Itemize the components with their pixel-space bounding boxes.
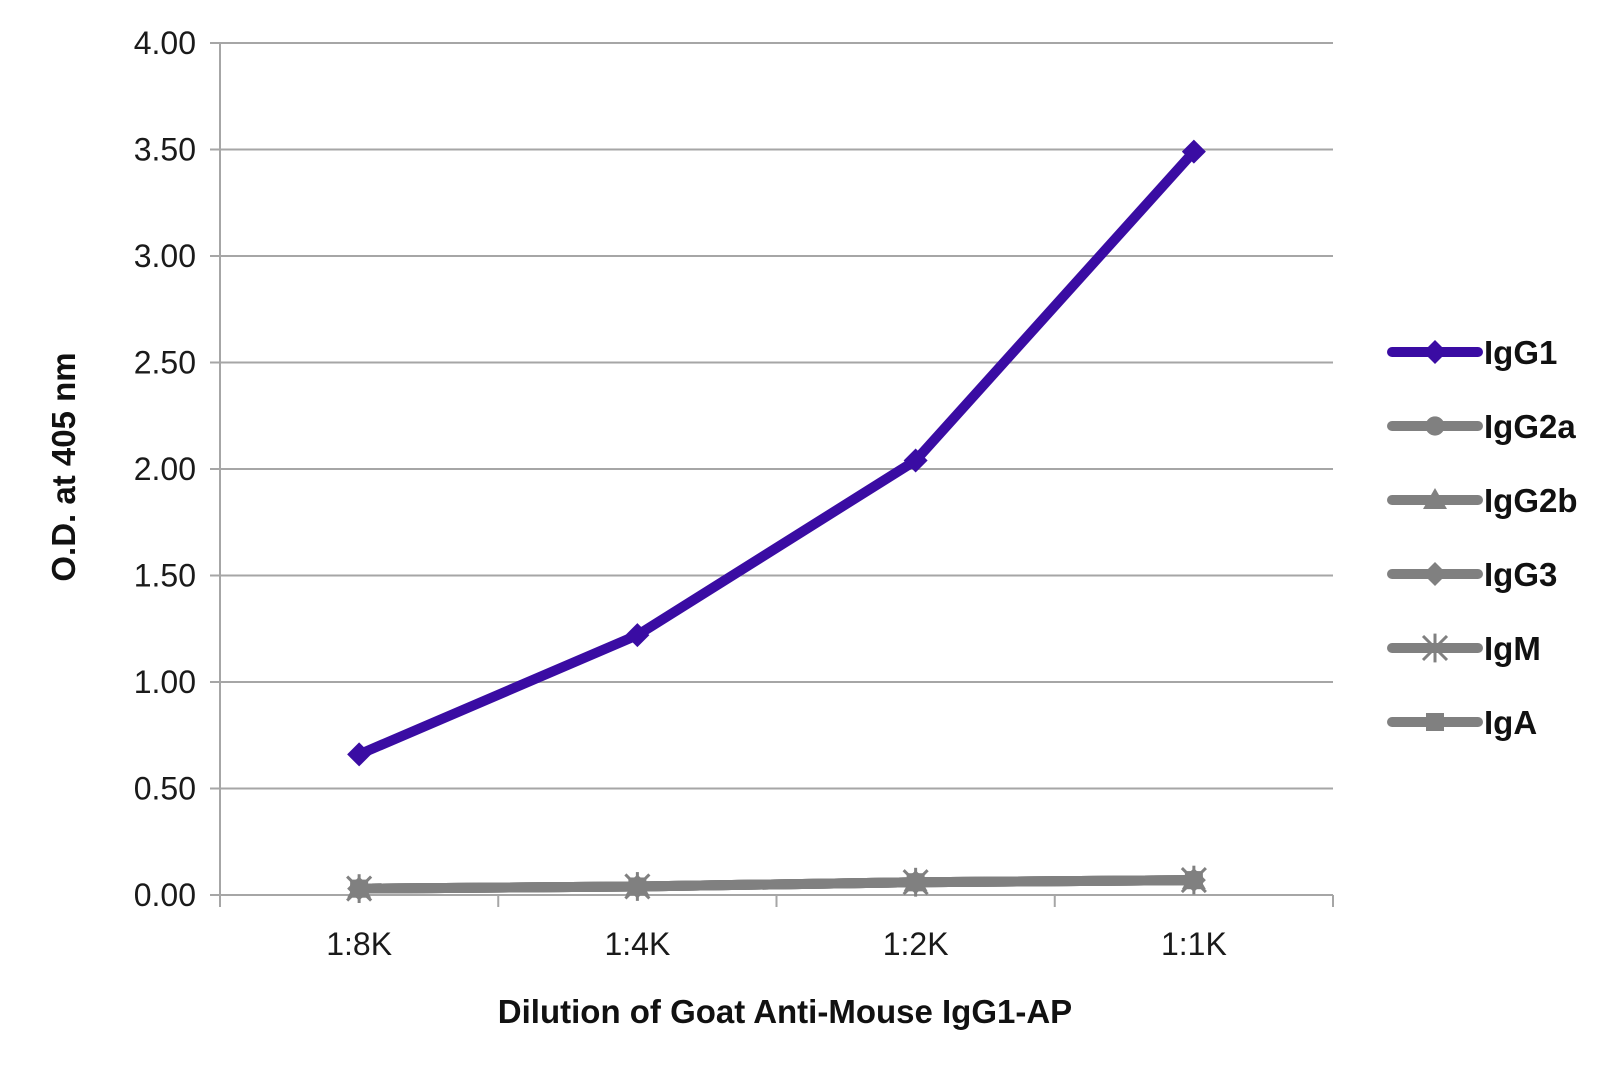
legend-label: IgG1	[1484, 334, 1557, 371]
legend-item-igg2a: IgG2a	[1387, 408, 1576, 445]
x-tick-label: 1:2K	[883, 926, 949, 962]
x-tick-label: 1:8K	[326, 926, 392, 962]
legend-item-igg2b: IgG2b	[1387, 482, 1578, 519]
data-point	[1184, 871, 1203, 890]
series-igg1	[347, 139, 1206, 767]
y-tick-labels: 0.00 0.50 1.00 1.50 2.00 2.50 3.00 3.50 4.00	[134, 25, 196, 913]
data-point	[903, 448, 928, 473]
data-point	[906, 873, 925, 892]
data-point	[347, 742, 372, 767]
series-iga	[350, 871, 1203, 898]
y-axis-title: O.D. at 405 nm	[45, 352, 82, 581]
gridlines	[210, 42, 1333, 896]
legend-label: IgG3	[1484, 556, 1557, 593]
legend-label: IgA	[1484, 704, 1537, 741]
legend-marker	[1425, 416, 1445, 436]
legend-item-igg3: IgG3	[1387, 556, 1557, 593]
data-point	[625, 623, 650, 648]
x-tick-label: 1:4K	[604, 926, 670, 962]
series-line-igg1	[354, 146, 1199, 760]
legend-marker	[1423, 562, 1447, 586]
y-tick-label: 3.50	[134, 132, 196, 168]
legend-marker	[1426, 713, 1444, 731]
x-tick-labels: 1:8K 1:4K 1:2K 1:1K	[326, 926, 1227, 962]
y-tick-label: 1.50	[134, 558, 196, 594]
legend-item-iga: IgA	[1387, 704, 1537, 741]
data-point	[1181, 139, 1206, 164]
x-tick-label: 1:1K	[1161, 926, 1227, 962]
legend-item-igm: IgM	[1387, 630, 1541, 667]
axes	[219, 43, 1334, 907]
legend-label: IgG2b	[1484, 482, 1578, 519]
legend-label: IgM	[1484, 630, 1541, 667]
x-axis-title: Dilution of Goat Anti-Mouse IgG1-AP	[498, 993, 1072, 1030]
y-tick-label: 0.50	[134, 771, 196, 807]
y-tick-label: 2.50	[134, 345, 196, 381]
legend: IgG1 IgG2a IgG2b IgG3 IgM IgA	[1387, 334, 1578, 741]
data-point	[350, 879, 369, 898]
legend-marker	[1423, 488, 1447, 509]
legend-marker	[1423, 340, 1447, 364]
series-line-iga	[354, 875, 1199, 894]
legend-label: IgG2a	[1484, 408, 1576, 445]
y-tick-label: 4.00	[134, 25, 196, 61]
y-tick-label: 1.00	[134, 664, 196, 700]
legend-item-igg1: IgG1	[1387, 334, 1557, 371]
y-tick-label: 2.00	[134, 451, 196, 487]
data-point	[628, 877, 647, 896]
y-tick-label: 0.00	[134, 877, 196, 913]
legend-marker	[1421, 633, 1449, 663]
series-lines	[346, 139, 1207, 904]
y-tick-label: 3.00	[134, 238, 196, 274]
